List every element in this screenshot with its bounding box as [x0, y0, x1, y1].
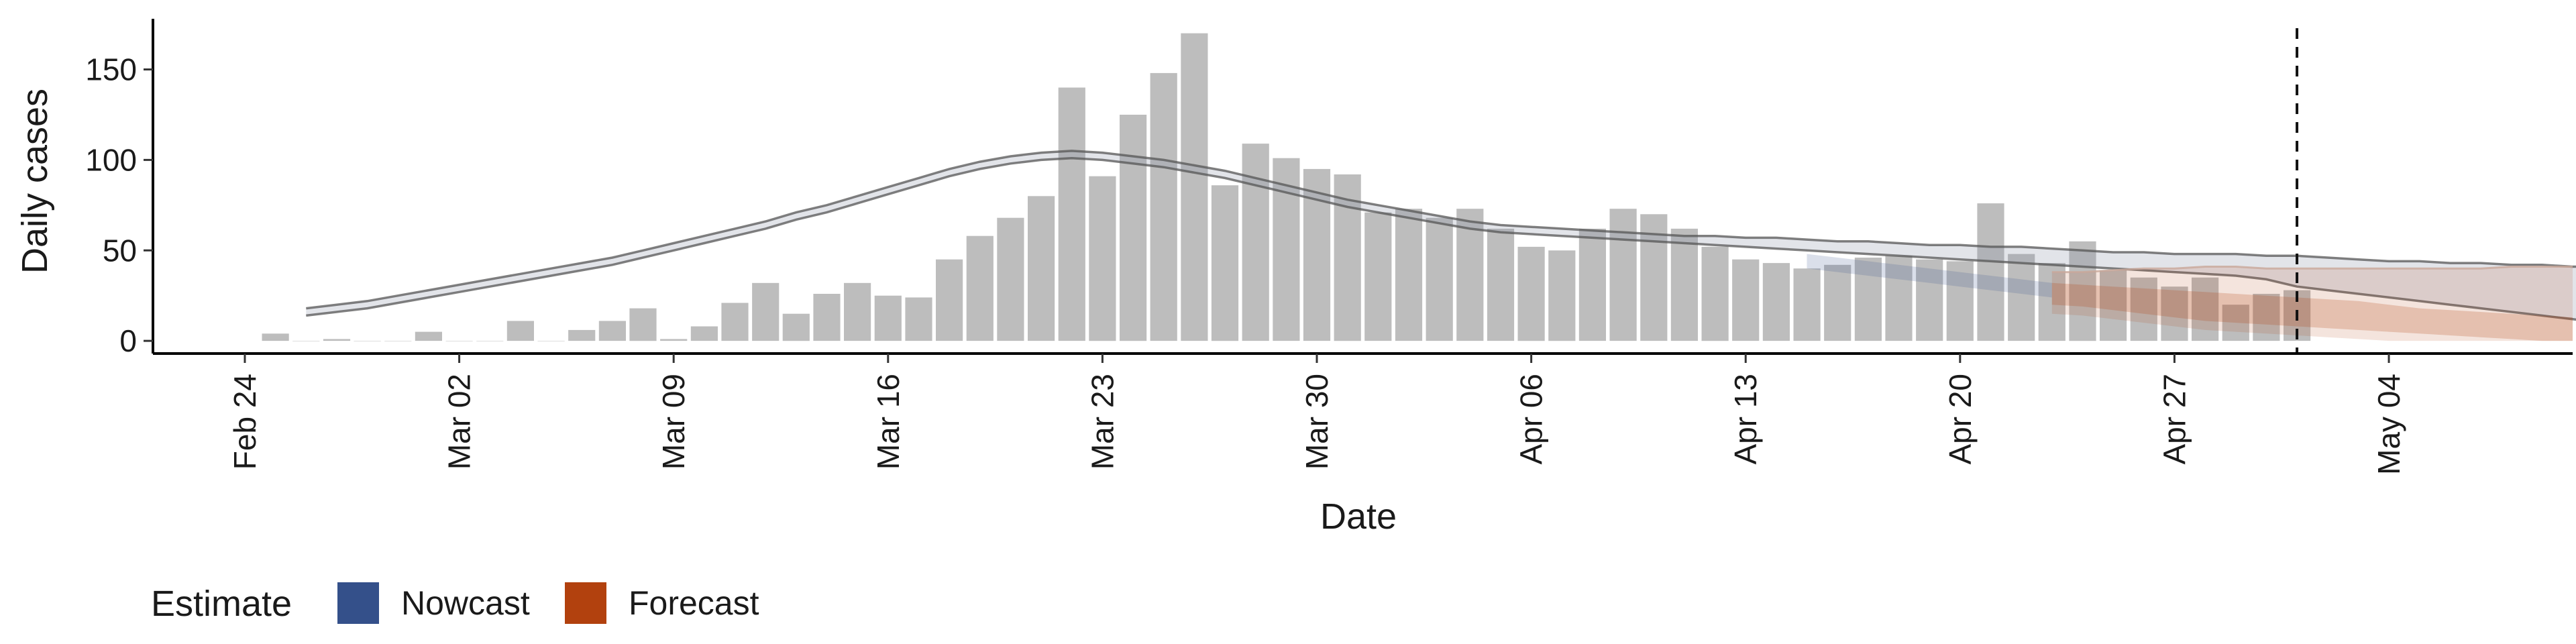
- x-tick-label: Apr 20: [1943, 374, 1978, 465]
- bar: [1058, 87, 1085, 341]
- bar: [660, 339, 688, 341]
- plot-area: 0 50 100 150 Feb 24 Mar 02 Mar 09 Mar 16 Mar 23 M…: [85, 19, 2576, 475]
- x-tick-label: Mar 09: [656, 374, 691, 470]
- bar: [2008, 254, 2035, 341]
- bar: [323, 339, 351, 341]
- bar: [752, 282, 780, 341]
- bar: [1793, 268, 1821, 341]
- bar: [966, 235, 994, 341]
- bar: [1181, 33, 1208, 341]
- bar: [2100, 270, 2127, 341]
- bar: [690, 326, 718, 341]
- forecast-inner-band: [2051, 282, 2573, 341]
- y-tick-label: 50: [103, 233, 137, 268]
- bar: [1578, 228, 1606, 341]
- forecast-outer-band: [2051, 266, 2573, 341]
- bar: [568, 329, 596, 341]
- bar: [1426, 217, 1453, 341]
- x-tick-label: Mar 02: [442, 374, 477, 470]
- legend-label-nowcast: Nowcast: [401, 584, 530, 622]
- bar: [1150, 72, 1177, 341]
- bar: [1977, 203, 2004, 341]
- x-tick-label: Apr 13: [1728, 374, 1763, 465]
- bar: [782, 313, 810, 341]
- bar: [1732, 259, 1760, 341]
- bar: [2038, 263, 2065, 341]
- x-axis-title: Date: [1320, 496, 1397, 537]
- x-tick-label: Apr 06: [1514, 374, 1549, 465]
- bar: [1211, 185, 1239, 341]
- bar: [1824, 264, 1851, 341]
- legend-label-forecast: Forecast: [629, 584, 759, 622]
- bar: [721, 303, 749, 341]
- bar: [874, 295, 902, 341]
- bar: [598, 321, 626, 341]
- nowcast-band: [1807, 254, 2052, 298]
- x-tick-label: Apr 27: [2157, 374, 2192, 465]
- x-tick-label: Mar 30: [1299, 374, 1334, 470]
- bar: [415, 331, 442, 341]
- bar: [1916, 259, 1943, 341]
- y-tick-label: 150: [85, 52, 137, 87]
- estimate-lower-line: [306, 156, 2576, 321]
- bar: [2253, 294, 2280, 341]
- bars-series: [262, 33, 2311, 341]
- bar: [506, 321, 534, 341]
- bar: [1517, 246, 1545, 341]
- bar: [1364, 212, 1392, 341]
- y-tick-label: 100: [85, 142, 137, 177]
- legend-swatch-forecast: [565, 582, 606, 624]
- bar: [1120, 115, 1147, 341]
- legend-title: Estimate: [151, 584, 292, 624]
- x-tick-label: Mar 23: [1085, 374, 1120, 470]
- bar: [262, 333, 289, 341]
- legend: Estimate Nowcast Forecast: [151, 582, 759, 624]
- bar: [1762, 263, 1790, 341]
- bar: [2130, 277, 2157, 341]
- estimate-upper-line: [306, 150, 2576, 310]
- forecast-upper-line: [2051, 266, 2573, 274]
- bar: [2161, 286, 2188, 341]
- bar: [2192, 277, 2219, 341]
- bar: [905, 297, 932, 341]
- bar: [1089, 176, 1116, 341]
- bar: [1395, 209, 1423, 341]
- bar: [997, 217, 1024, 341]
- bar: [1885, 256, 1913, 341]
- bar: [2222, 305, 2249, 341]
- x-tick-label: May 04: [2371, 374, 2406, 475]
- bar: [1548, 250, 1576, 341]
- bar: [1242, 144, 1269, 341]
- bar: [1028, 196, 1055, 341]
- y-axis-title: Daily cases: [15, 89, 55, 274]
- x-tick-label: Mar 16: [871, 374, 906, 470]
- y-tick-label: 0: [119, 323, 137, 358]
- bar: [1609, 209, 1637, 341]
- bar: [629, 308, 657, 341]
- x-tick-label: Feb 24: [227, 374, 262, 470]
- estimate-band: [306, 150, 2576, 320]
- bar: [1670, 228, 1698, 341]
- bar: [844, 282, 871, 341]
- bar: [1487, 228, 1515, 341]
- bar: [936, 259, 963, 341]
- bar: [813, 294, 841, 341]
- bar: [1701, 246, 1729, 341]
- legend-swatch-nowcast: [337, 582, 379, 624]
- bar: [2069, 241, 2096, 341]
- bar: [1946, 261, 1974, 341]
- bar: [1854, 258, 1882, 341]
